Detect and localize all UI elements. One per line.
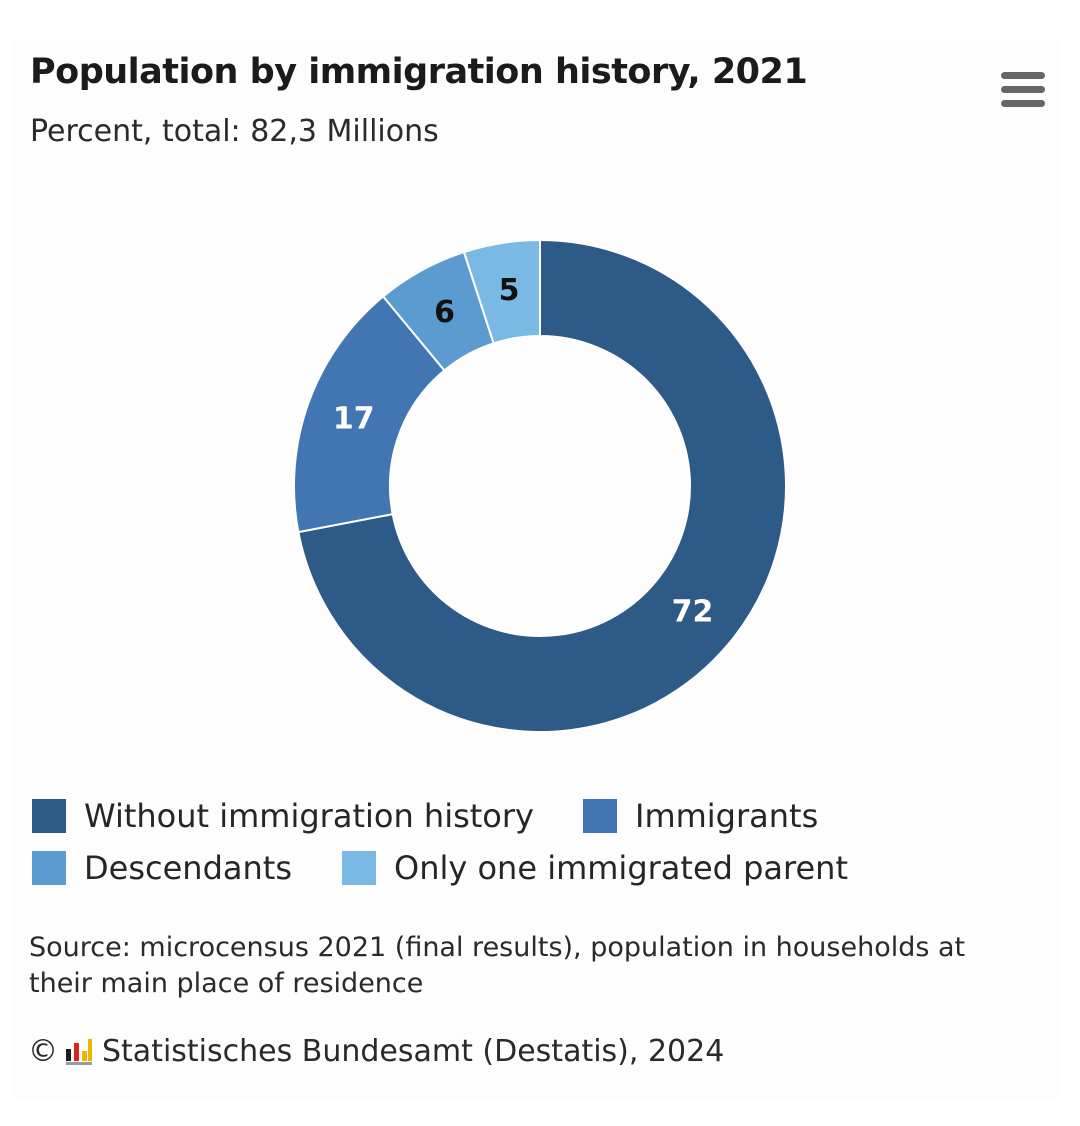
hamburger-menu-icon-bar <box>1001 100 1045 107</box>
legend-label: Without immigration history <box>84 797 534 835</box>
data-label: 72 <box>672 595 714 630</box>
donut-slice-only-one-immigrated-parent[interactable] <box>462 238 541 345</box>
copyright-symbol: © <box>28 1034 58 1069</box>
legend-item-only-one-immigrated-parent[interactable]: Only one immigrated parent <box>342 848 848 888</box>
legend-swatch <box>583 799 617 833</box>
legend-swatch <box>32 799 66 833</box>
hamburger-menu-icon-bar <box>1001 86 1045 93</box>
data-label: 5 <box>499 273 520 308</box>
copyright: © Statistisches Bundesamt (Destatis), 20… <box>28 1034 724 1069</box>
data-label: 17 <box>333 401 375 436</box>
hamburger-menu-icon <box>1001 72 1045 79</box>
donut-slice-without-immigration-history[interactable] <box>297 238 787 733</box>
chart-title: Population by immigration history, 2021 <box>30 52 808 92</box>
legend-label: Only one immigrated parent <box>394 849 848 887</box>
chart-card <box>14 40 1058 1100</box>
legend-item-immigrants[interactable]: Immigrants <box>583 796 818 836</box>
legend-swatch <box>342 851 376 885</box>
legend-item-without-immigration-history[interactable]: Without immigration history <box>32 796 534 836</box>
chart-subtitle: Percent, total: 82,3 Millions <box>30 114 439 149</box>
copyright-text: Statistisches Bundesamt (Destatis), 2024 <box>102 1034 725 1069</box>
donut-slice-immigrants[interactable] <box>293 295 446 534</box>
donut-chart: 72 17 6 5 <box>293 238 787 733</box>
legend-label: Descendants <box>84 849 292 887</box>
legend-item-descendants[interactable]: Descendants <box>32 848 292 888</box>
destatis-logo-icon <box>66 1038 92 1065</box>
data-label: 6 <box>434 295 455 330</box>
legend-label: Immigrants <box>635 797 819 835</box>
chart-menu-button[interactable] <box>996 68 1050 112</box>
legend-swatch <box>32 851 66 885</box>
source-note: Source: microcensus 2021 (final results)… <box>29 932 966 999</box>
